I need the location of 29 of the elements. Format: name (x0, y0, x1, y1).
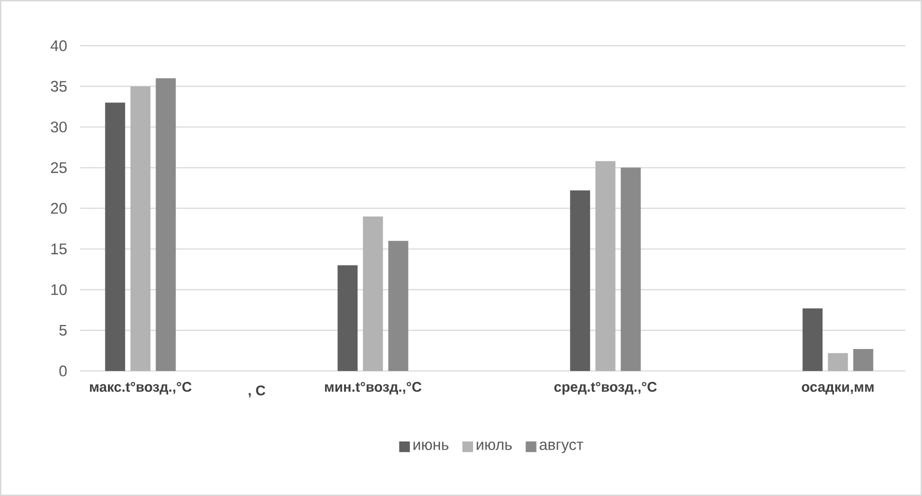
text: , С (248, 385, 266, 398)
legend-label: август (540, 442, 584, 454)
bar (853, 349, 874, 371)
x-tick-label: макс.t°возд.,°C (90, 382, 192, 394)
legend-label: июль (476, 442, 512, 450)
bar (156, 78, 176, 371)
bar (105, 102, 126, 371)
bar (388, 240, 408, 371)
y-tick-label: 5 (59, 324, 67, 336)
x-tick-label: сред.t°возд.,°C (554, 382, 657, 395)
bar (362, 216, 383, 371)
bar (570, 190, 590, 371)
y-tick-label: 30 (50, 122, 67, 132)
bar (828, 353, 848, 371)
x-tick-label: мин.t°возд.,°C (325, 382, 422, 394)
y-tick-label: 10 (51, 284, 67, 296)
bar (620, 168, 641, 371)
x-tick-label: осадки,мм (802, 384, 874, 394)
bar (802, 308, 823, 371)
bar (338, 265, 358, 371)
y-tick-label: 15 (51, 244, 67, 254)
bar (130, 86, 150, 371)
bar (595, 161, 616, 371)
legend-label: июнь (414, 442, 448, 450)
y-tick-label: 20 (51, 202, 67, 214)
y-tick-label: 25 (51, 162, 67, 174)
y-tick-label: 0 (59, 366, 67, 376)
y-tick-label: 35 (50, 80, 67, 92)
y-tick-label: 40 (50, 40, 67, 52)
